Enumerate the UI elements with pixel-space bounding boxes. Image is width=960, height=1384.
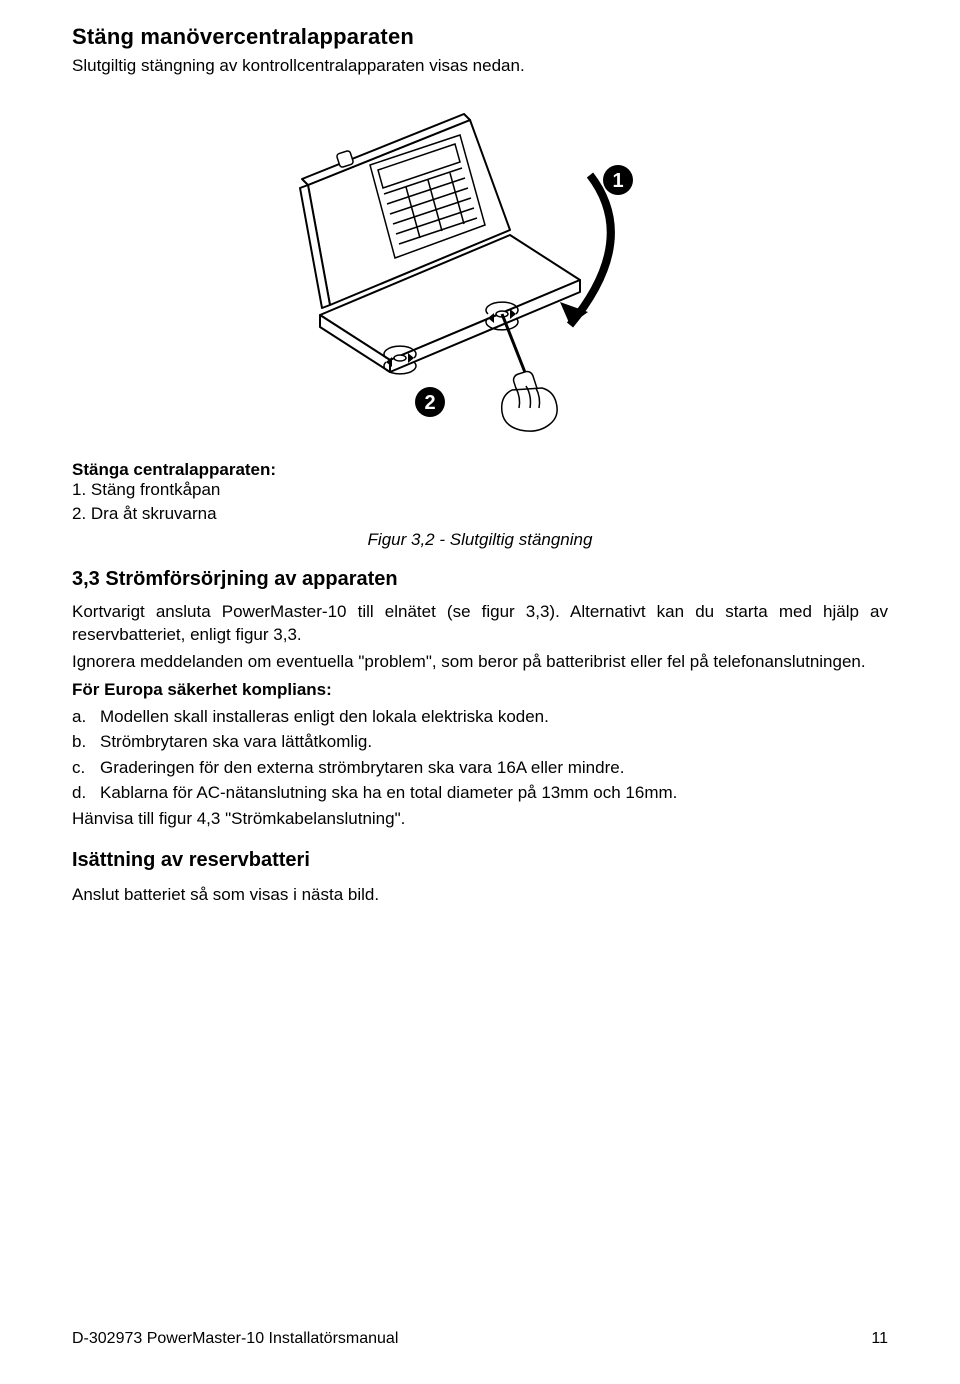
- list-letter: b.: [72, 729, 100, 755]
- paragraph-3: Anslut batteriet så som visas i nästa bi…: [72, 884, 888, 907]
- figure-container: 1 2: [72, 90, 888, 450]
- section-heading: 3,3 Strömförsörjning av apparaten: [72, 568, 888, 591]
- list-letter: c.: [72, 755, 100, 781]
- paragraph-1: Kortvarigt ansluta PowerMaster-10 till e…: [72, 601, 888, 647]
- list-item: d. Kablarna för AC-nätanslutning ska ha …: [72, 780, 888, 806]
- page-subtitle: Slutgiltig stängning av kontrollcentrala…: [72, 56, 888, 76]
- callout-1: 1: [612, 170, 623, 192]
- footer-page-number: 11: [871, 1330, 888, 1348]
- page-heading: Stäng manövercentralapparaten: [72, 24, 888, 50]
- paragraph-2: Ignorera meddelanden om eventuella "prob…: [72, 651, 888, 674]
- compliance-list: a. Modellen skall installeras enligt den…: [72, 704, 888, 806]
- page-footer: D-302973 PowerMaster-10 Installatörsmanu…: [72, 1330, 888, 1348]
- list-text: Strömbrytaren ska vara lättåtkomlig.: [100, 729, 372, 755]
- list-text: Kablarna för AC-nätanslutning ska ha en …: [100, 780, 677, 806]
- list-letter: a.: [72, 704, 100, 730]
- list-text: Graderingen för den externa strömbrytare…: [100, 755, 624, 781]
- step-1: 1. Stäng frontkåpan: [72, 480, 888, 500]
- compliance-title: För Europa säkerhet komplians:: [72, 680, 888, 700]
- figure-caption: Figur 3,2 - Slutgiltig stängning: [72, 530, 888, 550]
- steps-title: Stänga centralapparaten:: [72, 460, 888, 480]
- list-item: b. Strömbrytaren ska vara lättåtkomlig.: [72, 729, 888, 755]
- footer-doc-id: D-302973 PowerMaster-10 Installatörsmanu…: [72, 1330, 398, 1348]
- list-item: a. Modellen skall installeras enligt den…: [72, 704, 888, 730]
- subsection-heading: Isättning av reservbatteri: [72, 849, 888, 872]
- list-letter: d.: [72, 780, 100, 806]
- callout-2: 2: [424, 392, 435, 414]
- closing-device-figure: 1 2: [260, 90, 700, 450]
- step-2: 2. Dra åt skruvarna: [72, 504, 888, 524]
- list-item: c. Graderingen för den externa strömbryt…: [72, 755, 888, 781]
- list-text: Modellen skall installeras enligt den lo…: [100, 704, 549, 730]
- closing-ref: Hänvisa till figur 4,3 "Strömkabelanslut…: [72, 808, 888, 831]
